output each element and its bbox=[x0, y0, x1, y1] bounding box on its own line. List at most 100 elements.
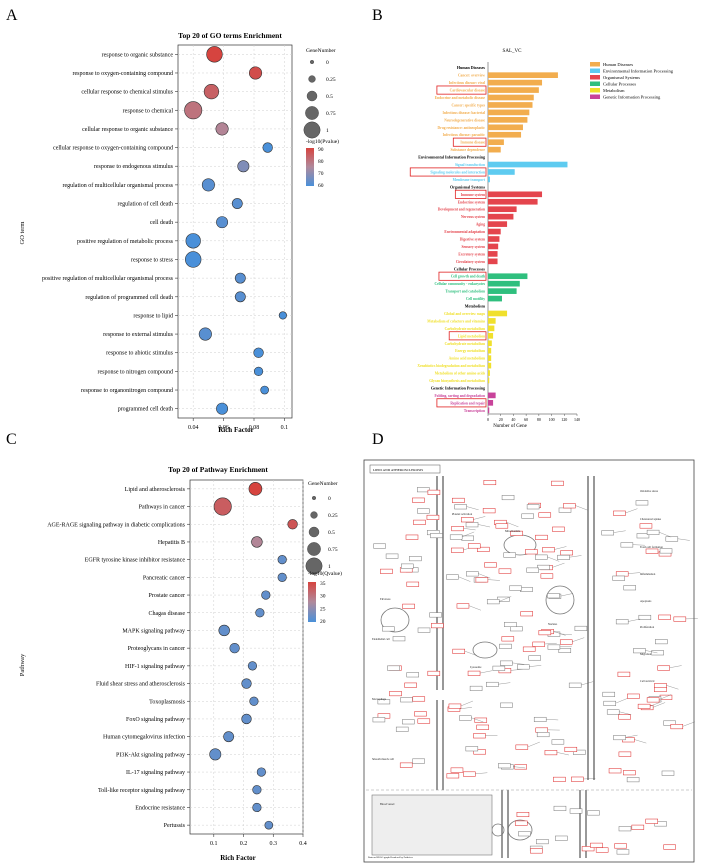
panel-d-gene-box bbox=[537, 564, 550, 570]
panel-d-gene-box bbox=[387, 665, 400, 671]
panel-a-term-label: programmed cell death bbox=[118, 407, 173, 413]
panel-b-category-label: Carbohydrate metabolism bbox=[445, 342, 485, 346]
panel-d-label: Cell survival bbox=[640, 680, 655, 683]
panel-a-term-label: response to nitrogen compound bbox=[98, 369, 174, 375]
panel-d-gene-box bbox=[651, 650, 664, 656]
panel-c-color-legend-label: 35 bbox=[320, 581, 326, 587]
panel-a-term-label: cellular response to organic substance bbox=[82, 127, 173, 133]
panel-d-gene-box bbox=[516, 812, 530, 818]
panel-d-gene-box bbox=[535, 727, 549, 733]
panel-a-dot bbox=[262, 142, 273, 153]
panel-c-term-label: Fluid shear stress and atherosclerosis bbox=[96, 682, 186, 688]
panel-b-highlight-box bbox=[452, 137, 487, 147]
panel-a-ylabel: GO term bbox=[19, 222, 26, 245]
panel-letter-b: B bbox=[372, 7, 383, 24]
panel-d-vessel-inset bbox=[371, 794, 493, 856]
panel-d-gene-box bbox=[413, 519, 426, 525]
panel-d-gene-box bbox=[553, 805, 567, 811]
panel-d-gene-box bbox=[547, 593, 560, 599]
panel-d-arrow bbox=[547, 556, 560, 562]
panel-d-gene-box bbox=[473, 749, 486, 755]
panel-b-legend-swatch bbox=[590, 88, 600, 93]
panel-a-dot bbox=[201, 178, 215, 192]
panel-d-gene-box bbox=[392, 636, 406, 642]
panel-b-legend-swatch bbox=[590, 75, 600, 80]
panel-b-category-label: Carbohydrate metabolism bbox=[445, 327, 485, 331]
panel-a-plot-area bbox=[177, 44, 293, 419]
panel-b-category-label: Cell growth and death bbox=[451, 275, 485, 279]
panel-a-term-label: cell death bbox=[150, 220, 173, 226]
panel-d-gene-box bbox=[646, 697, 660, 703]
panel-d-gene-box bbox=[673, 616, 687, 622]
panel-a-xtick-label: 0.04 bbox=[188, 425, 199, 431]
panel-b-legend-label: Environmental Information Processing bbox=[603, 69, 674, 74]
panel-a-color-legend-label: 60 bbox=[318, 183, 324, 189]
panel-b-bar bbox=[488, 295, 502, 302]
panel-d-gene-box bbox=[618, 751, 632, 757]
panel-d-gene-box bbox=[466, 571, 479, 577]
panel-d-gene-box bbox=[608, 768, 622, 774]
panel-d-gene-box bbox=[552, 526, 565, 532]
panel-d-gene-box bbox=[627, 693, 640, 699]
panel-d-gene-box bbox=[540, 573, 554, 579]
panel-b-bar bbox=[488, 94, 534, 101]
panel-d-gene-box bbox=[623, 585, 637, 591]
panel-b-category-label: Cell motility bbox=[466, 297, 485, 301]
panel-c-dot bbox=[209, 748, 222, 761]
panel-d-arrow bbox=[546, 719, 559, 721]
panel-b-bar bbox=[488, 124, 523, 131]
panel-b-bar bbox=[488, 332, 494, 339]
panel-c-title: Top 20 of Pathway Enrichment bbox=[168, 465, 268, 474]
panel-d-gene-box bbox=[613, 510, 626, 516]
panel-d-arrow bbox=[506, 522, 519, 527]
panel-d-gene-box bbox=[449, 534, 463, 540]
panel-b-bar bbox=[488, 206, 517, 213]
panel-a-dot bbox=[216, 402, 229, 415]
panel-d-gene-box bbox=[404, 682, 417, 688]
panel-d-gene-box bbox=[461, 535, 474, 541]
panel-d-gene-box bbox=[414, 711, 427, 717]
panel-d-gene-box bbox=[532, 641, 546, 647]
panel-d-gene-box bbox=[571, 776, 584, 782]
panel-a-size-legend-dot bbox=[308, 75, 316, 83]
panel-b-legend-label: Organismal Systems bbox=[603, 75, 640, 80]
panel-d-arrow bbox=[632, 544, 645, 546]
panel-d-gene-box bbox=[467, 670, 481, 676]
panel-d-arrow bbox=[544, 643, 557, 645]
panel-d-gene-box bbox=[495, 523, 509, 529]
panel-d-arrow bbox=[615, 698, 628, 704]
panel-d-label: Smooth muscle cell bbox=[372, 758, 394, 761]
panel-b-category-label: Infectious disease: bacterial bbox=[442, 111, 485, 115]
panel-d-arrow bbox=[560, 593, 573, 597]
panel-d-arrow bbox=[613, 530, 626, 533]
panel-d-arrow bbox=[556, 752, 569, 756]
panel-c-term-label: Toxoplasmosis bbox=[149, 699, 186, 705]
panel-a-size-legend-label: 0.25 bbox=[326, 77, 336, 83]
panel-d-gene-box bbox=[517, 664, 530, 670]
panel-c-dot bbox=[252, 802, 262, 813]
panel-a-size-legend-label: 0 bbox=[326, 60, 329, 66]
panel-c-color-legend-label: 20 bbox=[320, 619, 326, 625]
panel-d-gene-box bbox=[498, 568, 512, 574]
panel-d-gene-box bbox=[581, 846, 595, 852]
panel-d-gene-box bbox=[538, 512, 552, 518]
panel-d-gene-box bbox=[618, 826, 632, 832]
panel-c-color-legend-title: -log10(Qvalue) bbox=[308, 570, 342, 577]
panel-c-dot bbox=[218, 624, 230, 637]
panel-c-xtick-label: 0.3 bbox=[270, 841, 278, 847]
panel-a-size-legend-label: 1 bbox=[326, 128, 329, 134]
panel-a-dot bbox=[185, 251, 202, 268]
panel-b-bar bbox=[488, 340, 492, 347]
panel-a-dot bbox=[253, 366, 264, 376]
panel-c-term-label: PI3K-Akt signaling pathway bbox=[116, 752, 185, 758]
panel-c-term-label: Hepatitis B bbox=[158, 540, 185, 546]
panel-c-size-legend-dot bbox=[310, 511, 318, 519]
panel-b-highlight-box bbox=[409, 167, 487, 177]
panel-d-arrow bbox=[682, 721, 695, 727]
panel-c-size-legend-label: 0.5 bbox=[328, 530, 335, 536]
panel-d-arrow bbox=[458, 576, 471, 582]
panel-d-gene-box bbox=[536, 732, 550, 738]
panel-a-term-label: response to external stimulus bbox=[103, 332, 173, 338]
panel-d-gene-box bbox=[538, 630, 552, 636]
panel-b-bar bbox=[488, 169, 515, 175]
